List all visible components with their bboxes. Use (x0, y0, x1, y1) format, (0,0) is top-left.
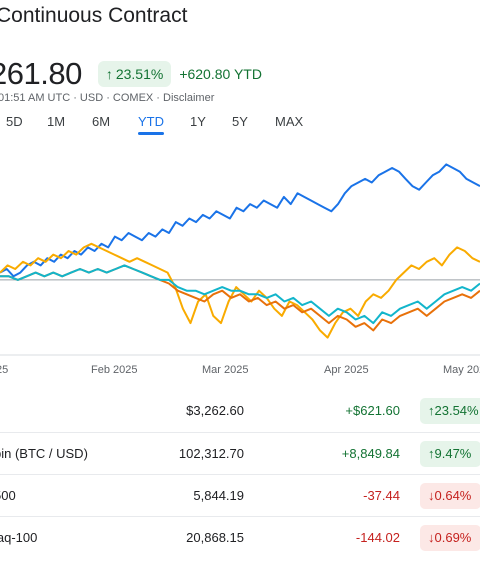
tab-1y[interactable]: 1Y (190, 114, 206, 129)
tab-6m[interactable]: 6M (92, 114, 111, 129)
asset-change: -37.44 (363, 488, 400, 503)
x-tick-label: May 202 (443, 364, 480, 376)
tab-5y[interactable]: 5Y (232, 114, 248, 129)
percent-badge: ↓0.64% (420, 483, 480, 509)
asset-value: $3,262.60 (186, 403, 244, 418)
ytd-abs-change: +620.80 YTD (179, 66, 262, 82)
quote-meta: 01:51 AM UTC · USD · COMEX · Disclaimer (0, 92, 215, 104)
asset-value: 20,868.15 (186, 530, 244, 545)
tab-ytd[interactable]: YTD (138, 114, 164, 135)
arrow-up-icon: ↑ (105, 66, 113, 82)
asset-change: -144.02 (355, 530, 400, 545)
percent-badge: ↑23.54% (420, 398, 480, 424)
x-tick-label: Feb 2025 (91, 364, 137, 376)
asset-value: 102,312.70 (178, 446, 244, 461)
table-row[interactable]: laq-100 20,868.15 -144.02 ↓0.69% (0, 516, 480, 559)
tab-1m[interactable]: 1M (47, 114, 66, 129)
tab-max[interactable]: MAX (275, 114, 304, 129)
arrow-down-icon: ↓ (428, 530, 435, 545)
chart-series-group (0, 163, 480, 339)
x-tick-label: Mar 2025 (202, 364, 248, 376)
asset-percent: 0.64% (434, 488, 472, 503)
asset-change: +8,849.84 (341, 446, 400, 461)
price-row: 261.80 ↑ 23.51% +620.80 YTD (0, 54, 262, 94)
asset-percent: 0.69% (434, 530, 472, 545)
table-row[interactable]: pin (BTC / USD) 102,312.70 +8,849.84 ↑9.… (0, 432, 480, 475)
asset-percent: 23.54% (434, 403, 479, 418)
table-row[interactable]: $3,262.60 +$621.60 ↑23.54% (0, 390, 480, 432)
asset-change: +$621.60 (345, 403, 400, 418)
series-line-2 (0, 264, 480, 332)
ytd-percent: 23.51% (115, 66, 164, 82)
percent-badge: ↑9.47% (420, 441, 480, 467)
comparison-chart[interactable]: 25 Feb 2025 Mar 2025 Apr 2025 May 202 (0, 140, 480, 380)
asset-name: pin (BTC / USD) (0, 446, 88, 461)
series-line-0 (0, 163, 480, 278)
current-price: 261.80 (0, 56, 82, 91)
x-tick-label: Apr 2025 (324, 364, 369, 376)
asset-name: 500 (0, 488, 16, 503)
page-title: Continuous Contract (0, 4, 188, 27)
percent-badge: ↓0.69% (420, 525, 480, 551)
ytd-percent-badge: ↑ 23.51% (97, 61, 172, 87)
x-tick-label: 25 (0, 364, 8, 376)
tab-5d[interactable]: 5D (6, 114, 23, 129)
arrow-up-icon: ↑ (428, 403, 435, 418)
table-row[interactable]: 500 5,844.19 -37.44 ↓0.64% (0, 474, 480, 517)
asset-percent: 9.47% (434, 446, 472, 461)
asset-name: laq-100 (0, 530, 38, 545)
arrow-down-icon: ↓ (428, 488, 435, 503)
range-tabs: 5D 1M 6M YTD 1Y 5Y MAX (0, 114, 480, 138)
asset-value: 5,844.19 (193, 488, 244, 503)
series-line-3 (0, 264, 480, 325)
arrow-up-icon: ↑ (428, 446, 435, 461)
